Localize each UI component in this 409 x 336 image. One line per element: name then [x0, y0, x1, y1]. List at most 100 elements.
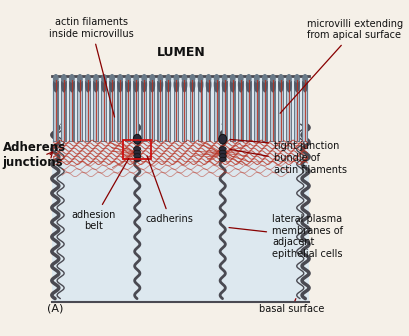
Text: (A): (A): [47, 304, 63, 313]
Ellipse shape: [237, 77, 243, 92]
Bar: [53, 81, 58, 142]
Ellipse shape: [270, 74, 275, 83]
Ellipse shape: [221, 74, 227, 83]
Bar: [271, 82, 274, 141]
Ellipse shape: [173, 77, 179, 92]
Bar: [270, 81, 275, 142]
Bar: [238, 82, 242, 141]
Ellipse shape: [197, 74, 203, 83]
Ellipse shape: [125, 74, 131, 83]
Bar: [222, 82, 226, 141]
Ellipse shape: [219, 150, 226, 155]
Ellipse shape: [213, 74, 219, 83]
Ellipse shape: [125, 77, 131, 92]
Bar: [285, 81, 291, 142]
Ellipse shape: [253, 74, 259, 83]
Text: Adherens
junctions: Adherens junctions: [2, 141, 65, 169]
Ellipse shape: [219, 154, 226, 158]
Bar: [94, 82, 97, 141]
Ellipse shape: [133, 150, 140, 155]
Ellipse shape: [53, 74, 58, 83]
Bar: [77, 81, 83, 142]
Ellipse shape: [157, 77, 163, 92]
Text: cadherins: cadherins: [146, 156, 193, 224]
Ellipse shape: [261, 74, 267, 83]
Bar: [231, 82, 234, 141]
Bar: [207, 82, 210, 141]
Bar: [109, 81, 115, 142]
Bar: [158, 82, 162, 141]
Ellipse shape: [133, 77, 139, 92]
Ellipse shape: [101, 74, 107, 83]
Ellipse shape: [109, 74, 115, 83]
Bar: [151, 82, 153, 141]
Ellipse shape: [141, 77, 147, 92]
Ellipse shape: [277, 77, 283, 92]
Bar: [86, 82, 89, 141]
Text: adhesion
belt: adhesion belt: [71, 158, 128, 231]
Bar: [69, 81, 74, 142]
Bar: [189, 81, 195, 142]
Ellipse shape: [133, 134, 141, 144]
Ellipse shape: [219, 146, 226, 151]
Bar: [213, 81, 219, 142]
Ellipse shape: [237, 74, 243, 83]
Bar: [182, 82, 186, 141]
Bar: [174, 82, 178, 141]
Ellipse shape: [53, 77, 58, 92]
Ellipse shape: [101, 77, 107, 92]
Ellipse shape: [77, 74, 83, 83]
Bar: [215, 82, 218, 141]
Ellipse shape: [181, 74, 187, 83]
Bar: [166, 82, 170, 141]
Bar: [301, 81, 307, 142]
Ellipse shape: [141, 74, 147, 83]
Bar: [85, 81, 91, 142]
Ellipse shape: [149, 77, 155, 92]
Bar: [197, 81, 203, 142]
Ellipse shape: [301, 74, 307, 83]
Text: lateral plasma
membranes of
adjacent
epithelial cells: lateral plasma membranes of adjacent epi…: [229, 214, 342, 259]
Ellipse shape: [85, 74, 91, 83]
Ellipse shape: [285, 74, 291, 83]
Ellipse shape: [213, 77, 219, 92]
Bar: [287, 82, 290, 141]
Ellipse shape: [285, 77, 291, 92]
Bar: [149, 81, 155, 142]
Ellipse shape: [109, 77, 115, 92]
Ellipse shape: [205, 77, 211, 92]
Text: basal surface: basal surface: [258, 299, 324, 313]
Bar: [245, 81, 251, 142]
Bar: [123, 140, 151, 159]
Bar: [279, 82, 282, 141]
Bar: [198, 82, 202, 141]
Bar: [173, 81, 179, 142]
Bar: [295, 82, 298, 141]
Bar: [70, 82, 73, 141]
Ellipse shape: [61, 77, 67, 92]
Bar: [134, 82, 137, 141]
Ellipse shape: [69, 74, 74, 83]
Ellipse shape: [205, 74, 211, 83]
Ellipse shape: [133, 74, 139, 83]
Bar: [142, 82, 146, 141]
Text: LUMEN: LUMEN: [157, 46, 205, 59]
Ellipse shape: [85, 77, 91, 92]
Ellipse shape: [245, 77, 251, 92]
Bar: [157, 81, 163, 142]
Bar: [141, 81, 147, 142]
Ellipse shape: [133, 146, 140, 151]
Bar: [261, 81, 267, 142]
Bar: [62, 82, 65, 141]
Ellipse shape: [181, 77, 187, 92]
Bar: [93, 81, 99, 142]
Ellipse shape: [93, 74, 99, 83]
Bar: [54, 82, 57, 141]
Ellipse shape: [77, 77, 83, 92]
Bar: [117, 81, 123, 142]
Bar: [61, 81, 67, 142]
Ellipse shape: [293, 74, 299, 83]
Bar: [303, 82, 306, 141]
Ellipse shape: [117, 74, 123, 83]
Ellipse shape: [245, 74, 251, 83]
